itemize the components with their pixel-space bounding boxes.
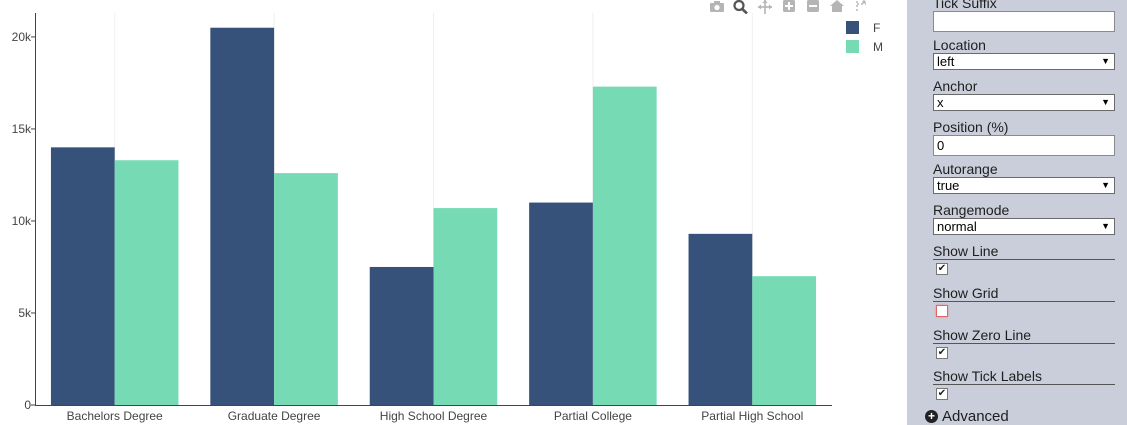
bar-m[interactable] <box>433 208 498 405</box>
y-tick-label: 5k <box>18 306 32 320</box>
y-tick-label: 0 <box>24 398 31 412</box>
zoom-in-icon[interactable] <box>777 0 801 14</box>
rangemode-label: Rangemode <box>933 202 1010 218</box>
show-zero-line-label: Show Zero Line <box>933 327 1115 344</box>
bar-m[interactable] <box>592 86 657 405</box>
bar-m[interactable] <box>114 160 179 405</box>
autorange-value: true <box>937 178 960 193</box>
show-tick-labels-control: Show Tick Labels ✔ <box>933 368 1115 400</box>
zoom-icon[interactable] <box>729 0 753 14</box>
y-tick-label: 10k <box>12 214 32 228</box>
dropdown-arrow-icon: ▼ <box>1101 56 1110 66</box>
bar-f[interactable] <box>210 27 275 406</box>
legend-swatch-m[interactable] <box>846 40 859 53</box>
chart-modebar <box>705 0 873 14</box>
bar-f[interactable] <box>369 266 434 405</box>
advanced-label: Advanced <box>942 408 1009 425</box>
show-line-control: Show Line ✔ <box>933 243 1115 275</box>
x-tick-label: High School Degree <box>380 409 488 423</box>
position-label: Position (%) <box>933 119 1009 135</box>
rangemode-value: normal <box>937 219 977 234</box>
x-tick-label: Partial College <box>554 409 632 423</box>
dropdown-arrow-icon: ▼ <box>1101 97 1110 107</box>
location-label: Location <box>933 37 986 53</box>
show-grid-label: Show Grid <box>933 285 1115 302</box>
anchor-select[interactable]: x ▼ <box>933 94 1115 111</box>
autorange-select[interactable]: true ▼ <box>933 177 1115 194</box>
show-zero-line-control: Show Zero Line ✔ <box>933 327 1115 359</box>
legend-label-f[interactable]: F <box>873 21 880 35</box>
legend-label-m[interactable]: M <box>873 40 883 54</box>
show-grid-checkbox[interactable] <box>936 305 948 317</box>
location-value: left <box>937 54 955 69</box>
zoom-out-icon[interactable] <box>801 0 825 14</box>
bar-f[interactable] <box>50 147 115 405</box>
show-tick-labels-label: Show Tick Labels <box>933 368 1115 385</box>
rangemode-select[interactable]: normal ▼ <box>933 218 1115 235</box>
bar-m[interactable] <box>274 173 338 405</box>
anchor-control: Anchor x ▼ <box>933 78 1115 111</box>
autorange-control: Autorange true ▼ <box>933 161 1115 194</box>
position-input[interactable]: 0 <box>933 135 1115 156</box>
tick-suffix-input[interactable] <box>933 11 1115 32</box>
x-tick-label: Partial High School <box>701 409 803 423</box>
advanced-toggle[interactable]: + Advanced <box>925 408 1009 425</box>
dropdown-arrow-icon: ▼ <box>1101 221 1110 231</box>
home-icon[interactable] <box>825 0 849 14</box>
camera-icon[interactable] <box>705 0 729 14</box>
show-tick-labels-checkbox[interactable]: ✔ <box>936 388 948 400</box>
anchor-label: Anchor <box>933 78 978 94</box>
tick-suffix-label: Tick Suffix <box>933 0 997 11</box>
bar-chart[interactable]: 0 5k 10k 15k 20k Bachelors Degree Graduate De… <box>0 0 905 425</box>
location-control: Location left ▼ <box>933 37 1115 70</box>
show-line-label: Show Line <box>933 243 1115 260</box>
x-tick-label: Graduate Degree <box>228 409 321 423</box>
show-line-checkbox[interactable]: ✔ <box>936 263 948 275</box>
anchor-value: x <box>937 95 944 110</box>
legend-swatch-f[interactable] <box>846 21 859 34</box>
x-tick-label: Bachelors Degree <box>67 409 163 423</box>
pan-icon[interactable] <box>753 0 777 14</box>
tick-suffix-control: Tick Suffix <box>933 0 1115 32</box>
location-select[interactable]: left ▼ <box>933 53 1115 70</box>
y-tick-label: 15k <box>12 122 32 136</box>
chart-area: 0 5k 10k 15k 20k Bachelors Degree Graduate De… <box>0 0 905 425</box>
dropdown-arrow-icon: ▼ <box>1101 180 1110 190</box>
autorange-label: Autorange <box>933 161 998 177</box>
show-zero-line-checkbox[interactable]: ✔ <box>936 347 948 359</box>
bar-f[interactable] <box>529 202 593 405</box>
bar-f[interactable] <box>688 233 753 405</box>
position-control: Position (%) 0 <box>933 119 1115 156</box>
spike-icon[interactable] <box>849 0 873 14</box>
axis-settings-panel: Tick Suffix Location left ▼ Anchor x ▼ Pos… <box>907 0 1127 425</box>
y-tick-label: 20k <box>12 30 32 44</box>
rangemode-control: Rangemode normal ▼ <box>933 202 1115 235</box>
plus-circle-icon: + <box>925 410 938 423</box>
bar-m[interactable] <box>752 276 817 405</box>
show-grid-control: Show Grid <box>933 285 1115 317</box>
